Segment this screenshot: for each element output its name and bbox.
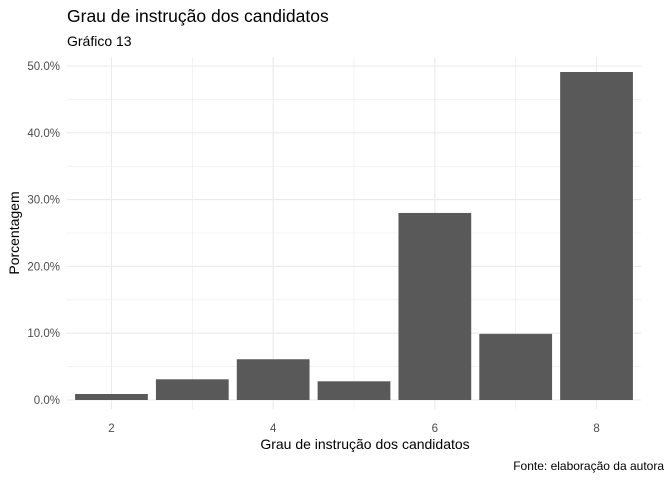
bar-6: [398, 212, 472, 400]
y-tick-label: 0.0%: [34, 395, 60, 407]
bar-3: [155, 379, 229, 400]
y-axis-title: Porcentagem: [6, 191, 22, 274]
x-tick-label: 2: [108, 423, 114, 435]
bar-7: [479, 333, 553, 400]
bars: [75, 72, 633, 401]
y-axis-ticks: 0.0% 10.0% 20.0% 30.0% 40.0% 50.0%: [27, 61, 60, 407]
y-tick-label: 20.0%: [27, 261, 60, 273]
y-tick-label: 10.0%: [27, 328, 60, 340]
bar-8: [560, 72, 633, 401]
x-tick-label: 6: [432, 423, 438, 435]
x-axis-ticks: 2 4 6 8: [108, 423, 599, 435]
chart-title: Grau de instrução dos candidatos: [67, 6, 329, 26]
y-tick-label: 40.0%: [27, 128, 60, 140]
chart-caption: Fonte: elaboração da autora: [513, 459, 664, 473]
x-tick-label: 8: [593, 423, 599, 435]
y-tick-label: 50.0%: [27, 61, 60, 73]
grid-lines: [67, 57, 641, 409]
chart-subtitle: Gráfico 13: [67, 33, 132, 49]
bar-2: [75, 393, 148, 400]
x-axis-title: Grau de instrução dos candidatos: [260, 436, 469, 452]
bar-5: [317, 381, 391, 400]
bar-4: [236, 359, 310, 400]
x-tick-label: 4: [270, 423, 277, 435]
y-tick-label: 30.0%: [27, 195, 60, 207]
